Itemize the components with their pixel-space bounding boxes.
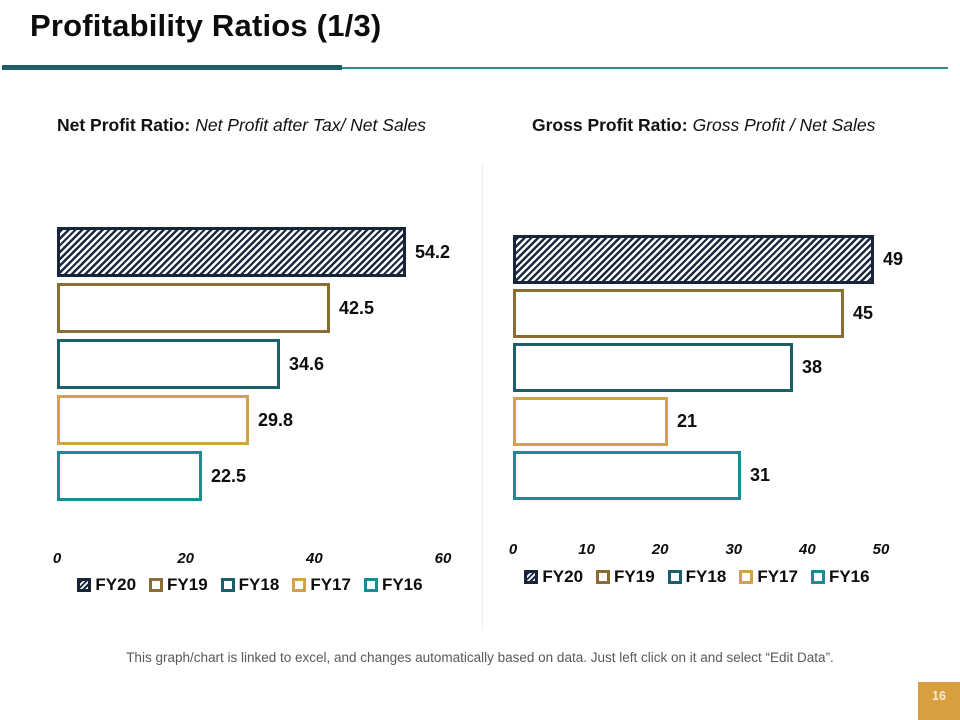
gross-profit-chart-title: Gross Profit Ratio: Gross Profit / Net Sa… [532, 115, 875, 136]
legend-item-FY19: FY19 [596, 567, 655, 587]
legend-swatch-FY19 [149, 578, 164, 592]
gross-profit-chart-title-formula: Gross Profit / Net Sales [692, 115, 876, 135]
net-profit-chart-title: Net Profit Ratio: Net Profit after Tax/ N… [57, 115, 426, 136]
legend-item-FY17: FY17 [292, 575, 351, 595]
legend-label: FY18 [685, 567, 727, 586]
legend-swatch-FY16 [363, 578, 378, 592]
chart-legend: FY20 FY19 FY18 FY17 FY16 [513, 567, 881, 587]
bar-FY17 [57, 395, 249, 445]
slide-title: Profitability Ratios (1/3) [30, 8, 382, 43]
net-profit-chart-title-bold: Net Profit Ratio: [57, 115, 191, 135]
value-label-FY18: 34.6 [289, 354, 325, 374]
value-label-FY16: 31 [750, 465, 771, 485]
x-axis-tick: 60 [434, 550, 452, 567]
value-label-FY18: 38 [802, 357, 823, 377]
legend-item-FY16: FY16 [810, 567, 870, 587]
value-label-FY20: 54.2 [415, 242, 451, 262]
x-axis-tick: 0 [52, 550, 62, 567]
legend-label: FY17 [757, 567, 798, 586]
legend-item-FY20: FY20 [77, 575, 136, 595]
legend-swatch-FY17 [292, 578, 307, 592]
footer-note: This graph/chart is linked to excel, and… [126, 650, 834, 665]
bar-FY16 [57, 451, 202, 501]
x-axis-tick: 30 [725, 541, 743, 558]
bar-FY19 [57, 283, 330, 333]
legend-label: FY20 [542, 567, 584, 586]
x-axis-tick: 50 [872, 541, 890, 558]
x-axis-tick: 10 [578, 541, 595, 558]
legend-item-FY19: FY19 [149, 575, 208, 595]
bar-FY16 [513, 451, 741, 500]
bar-FY18 [57, 339, 280, 389]
gross-profit-chart-title-bold: Gross Profit Ratio: [532, 115, 688, 135]
legend-swatch-FY18 [667, 570, 682, 584]
bar-FY20 [513, 235, 874, 284]
legend-item-FY17: FY17 [739, 567, 798, 587]
x-axis-tick: 0 [508, 541, 518, 558]
value-label-FY17: 29.8 [258, 410, 294, 430]
x-axis-tick: 40 [799, 541, 816, 558]
title-divider-line [342, 67, 948, 69]
legend-swatch-FY20 [77, 578, 92, 592]
legend-swatch-FY17 [739, 570, 754, 584]
bar-FY20 [57, 227, 406, 277]
panel-separator [482, 165, 483, 630]
legend-label: FY16 [828, 567, 870, 586]
value-label-FY16: 22.5 [211, 466, 247, 486]
legend-swatch-FY20 [524, 570, 539, 584]
legend-label: FY16 [381, 575, 423, 594]
value-label-FY17: 21 [677, 411, 698, 431]
bar-FY19 [513, 289, 844, 338]
legend-label: FY19 [167, 575, 208, 594]
x-axis-tick: 20 [651, 541, 669, 558]
legend-swatch-FY18 [220, 578, 235, 592]
legend-item-FY18: FY18 [220, 575, 280, 595]
x-axis-tick: 40 [305, 550, 323, 567]
legend-swatch-FY19 [596, 570, 611, 584]
net-profit-chart-title-formula: Net Profit after Tax/ Net Sales [195, 115, 427, 135]
x-axis-tick: 20 [177, 550, 194, 567]
value-label-FY20: 49 [883, 249, 904, 269]
legend-label: FY18 [238, 575, 280, 594]
title-divider-accent [2, 65, 342, 70]
chart-legend: FY20 FY19 FY18 FY17 FY16 [57, 575, 443, 595]
page-number-badge: 16 [918, 682, 960, 720]
legend-item-FY20: FY20 [524, 567, 583, 587]
bar-FY18 [513, 343, 793, 392]
legend-swatch-FY16 [810, 570, 825, 584]
legend-item-FY16: FY16 [363, 575, 423, 595]
legend-label: FY20 [95, 575, 137, 594]
legend-item-FY18: FY18 [667, 567, 727, 587]
legend-label: FY19 [614, 567, 655, 586]
bar-FY17 [513, 397, 668, 446]
value-label-FY19: 42.5 [339, 298, 375, 318]
value-label-FY19: 45 [853, 303, 874, 323]
legend-label: FY17 [310, 575, 351, 594]
